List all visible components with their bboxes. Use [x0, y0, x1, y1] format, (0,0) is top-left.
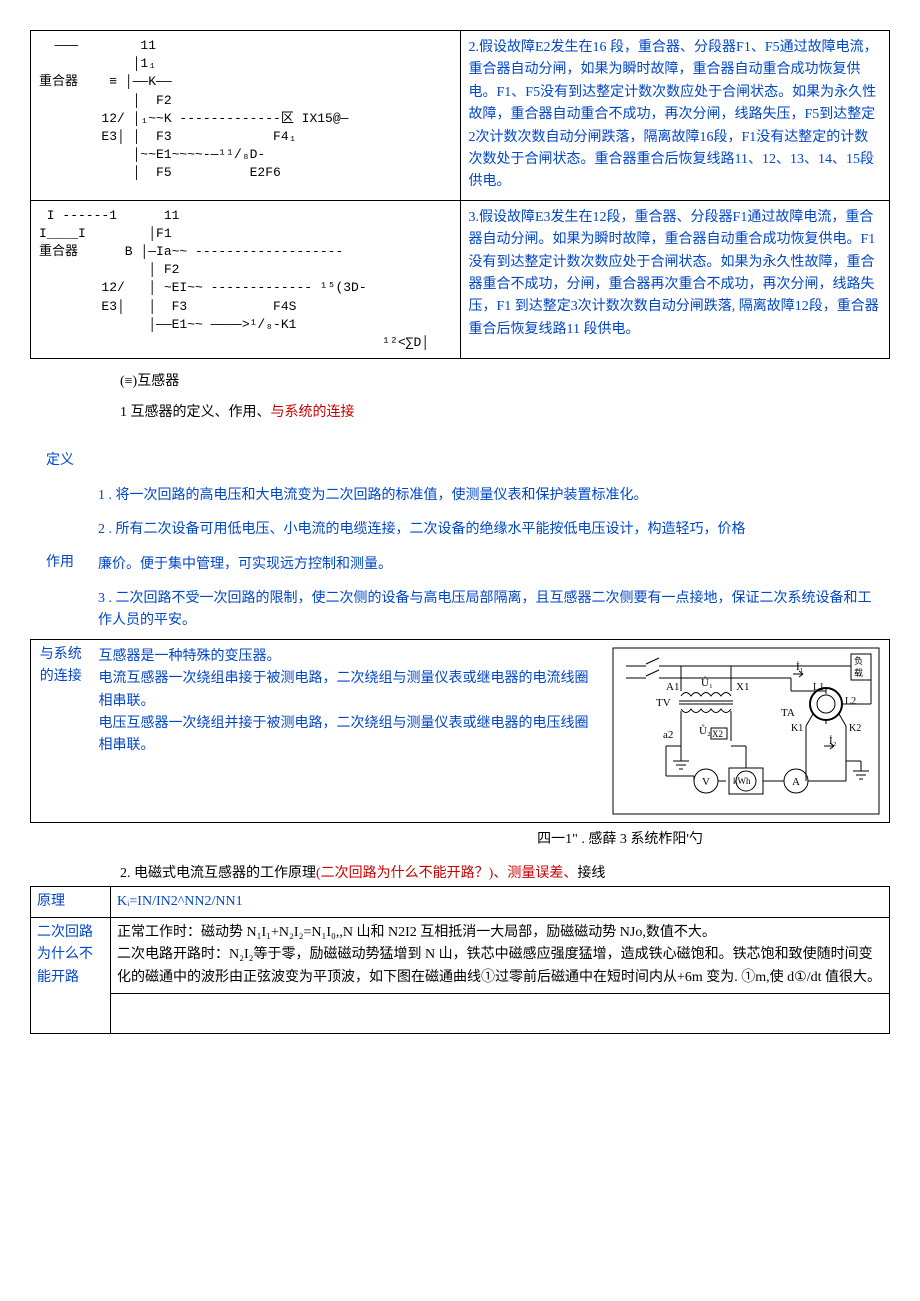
label-K2: K2 — [849, 723, 861, 734]
point-1-prefix: 1 互感器的定义、作用、 — [120, 405, 271, 420]
label-X1: X1 — [736, 681, 749, 693]
label-V: V — [702, 776, 710, 788]
point-1: 1 互感器的定义、作用、与系统的连接 — [30, 402, 890, 424]
label-U2: Ů₂ — [699, 724, 711, 737]
point-2-red: (二次回路为什么不能开路？)、测量误差、 — [316, 866, 577, 881]
circuit-diagram: A1 Ů₁ X1 TV a2 Ů₂ X2 — [611, 646, 881, 816]
row1-formula: Kᵢ=IN/IN2^NN2/NN1 — [111, 886, 890, 917]
point-2: 2. 电磁式电流互感器的工作原理(二次回路为什么不能开路？)、测量误差、接线 — [30, 863, 890, 885]
principle-table: 原理 Kᵢ=IN/IN2^NN2/NN1 二次回路为什么不能开路 正常工作时：磁… — [30, 886, 890, 1035]
label-X2: X2 — [712, 729, 723, 739]
use-label: 作用 — [30, 548, 90, 582]
row2-text-2: 二次电路开路时：N₂I₂等于零，励磁磁动势猛增到 N 山，铁芯中磁感应强度猛增，… — [117, 947, 881, 984]
figure-caption: 四一1" . 感薛 3 系统柞阳'勺 — [350, 829, 890, 851]
label-a2: a2 — [663, 729, 673, 741]
label-L2: L2 — [845, 696, 856, 707]
def-label: 定义 — [30, 446, 90, 478]
label-TV: TV — [656, 697, 671, 709]
connect-text-2: 电流互感器一次绕组串接于被测电路，二次绕组与测量仪表或继电器的电流线圈相串联。 — [99, 671, 589, 708]
row2-text: 正常工作时：磁动势 N₁I₁+N₂I₂=N₁I₀,,N 山和 N2I2 互相抵消… — [111, 917, 890, 993]
desc-2: 3.假设故障E3发生在12段，重合器、分段器F1通过故障电流，重合器自动分闸。如… — [460, 200, 890, 359]
connect-label: 与系统的连接 — [31, 639, 91, 822]
label-A1: A1 — [666, 681, 679, 693]
label-TA: TA — [781, 707, 795, 719]
point-2-suffix: 接线 — [577, 866, 605, 881]
def-item-2a: 2 . 所有二次设备可用低电压、小电流的电缆连接，二次设备的绝缘水平能按低电压设… — [90, 513, 890, 547]
recloser-table: ——— 11 │1₁ 重合器 ≡ │——K—— │ F2 12/ │₁~~K -… — [30, 30, 890, 359]
label-U1: Ů₁ — [701, 676, 713, 689]
row2-text-1: 正常工作时：磁动势 N₁I₁+N₂I₂=N₁I₀,,N 山和 N2I2 互相抵消… — [117, 925, 716, 940]
connect-text: 互感器是一种特殊的变压器。 电流互感器一次绕组串接于被测电路，二次绕组与测量仪表… — [91, 639, 604, 822]
svg-text:负: 负 — [854, 655, 863, 666]
diagram-2: I ------1 11 I____I │F1 重合器 B │—Ia~~ ---… — [31, 200, 461, 359]
definition-table: 定义 1 . 将一次回路的高电压和大电流变为二次回路的标准值，使测量仪表和保护装… — [30, 446, 890, 638]
def-item-2b: 廉价。便于集中管理，可实现远方控制和测量。 — [90, 548, 890, 582]
label-K1: K1 — [791, 723, 803, 734]
connection-table: 与系统的连接 互感器是一种特殊的变压器。 电流互感器一次绕组串接于被测电路，二次… — [30, 639, 890, 823]
row1-label: 原理 — [31, 886, 111, 917]
desc-1: 2.假设故障E2发生在16 段，重合器、分段器F1、F5通过故障电流，重合器自动… — [460, 31, 890, 201]
diagram-1: ——— 11 │1₁ 重合器 ≡ │——K—— │ F2 12/ │₁~~K -… — [31, 31, 461, 201]
def-item-3: 3 . 二次回路不受一次回路的限制，使二次侧的设备与高电压局部隔离，且互感器二次… — [90, 582, 890, 639]
def-item-1: 1 . 将一次回路的高电压和大电流变为二次回路的标准值，使测量仪表和保护装置标准… — [90, 479, 890, 513]
connect-text-1: 互感器是一种特殊的变压器。 — [99, 649, 281, 664]
row2-label: 二次回路为什么不能开路 — [31, 917, 111, 1033]
label-A: A — [792, 776, 800, 788]
label-kWh: kWh — [733, 776, 751, 786]
connect-text-3: 电压互感器一次绕组并接于被测电路，二次绕组与测量仪表或继电器的电压线圈相串联。 — [99, 716, 589, 753]
point-2-prefix: 2. 电磁式电流互感器的工作原理 — [120, 866, 316, 881]
row2-empty — [111, 994, 890, 1034]
circuit-diagram-cell: A1 Ů₁ X1 TV a2 Ů₂ X2 — [603, 639, 890, 822]
svg-text:载: 载 — [854, 667, 863, 678]
point-1-red: 与系统的连接 — [271, 405, 355, 420]
section-title: (≡)互感器 — [120, 371, 890, 393]
